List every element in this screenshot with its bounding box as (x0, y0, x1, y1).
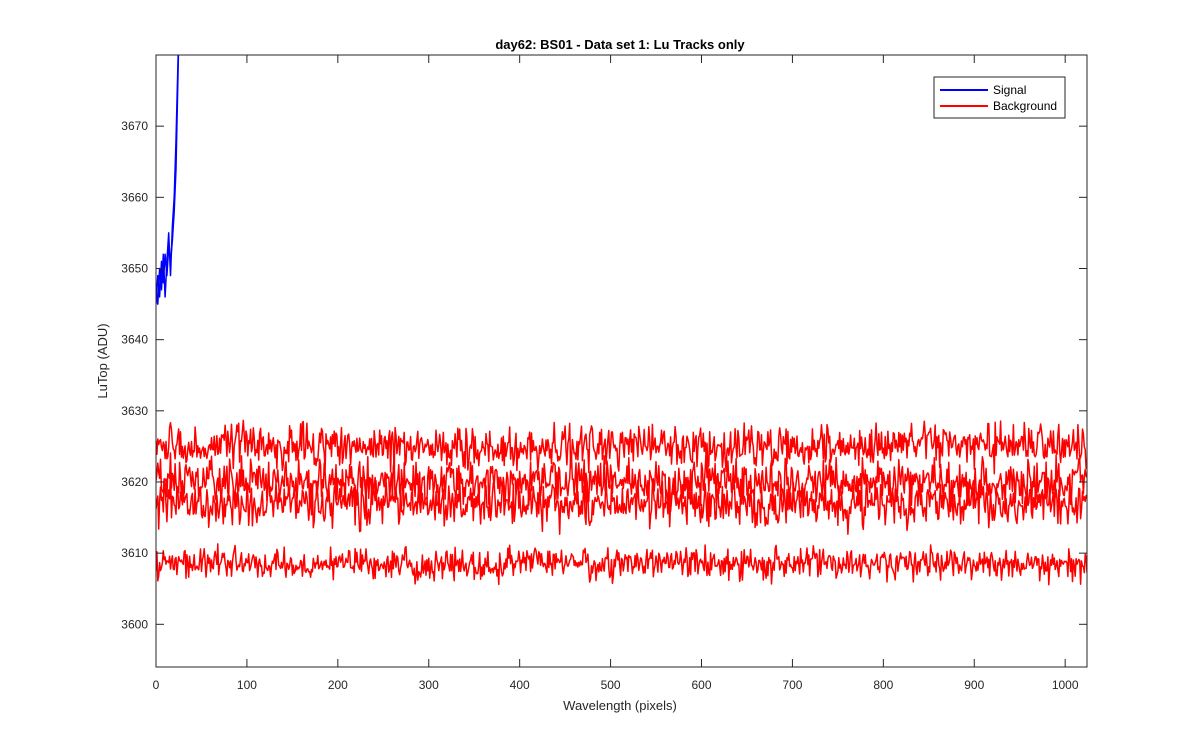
series-layer (156, 55, 1087, 586)
x-tick-label: 900 (964, 678, 984, 692)
y-tick-label: 3630 (121, 404, 148, 418)
y-tick-label: 3620 (121, 475, 148, 489)
y-tick-label: 3640 (121, 333, 148, 347)
y-axis-label: LuTop (ADU) (95, 323, 110, 398)
series-line-background-4 (156, 472, 1087, 535)
x-axis-label: Wavelength (pixels) (563, 698, 677, 713)
y-tick-label: 3660 (121, 190, 148, 204)
chart-title: day62: BS01 - Data set 1: Lu Tracks only (495, 37, 745, 52)
x-tick-label: 200 (328, 678, 348, 692)
y-tick-label: 3600 (121, 617, 148, 631)
legend-box (933, 76, 1066, 119)
x-tick-label: 300 (419, 678, 439, 692)
x-tick-label: 1000 (1052, 678, 1079, 692)
plot-area (156, 55, 1087, 667)
x-tick-label: 400 (510, 678, 530, 692)
series-line-signal-1 (156, 55, 179, 305)
x-tick-label: 800 (873, 678, 893, 692)
y-axis: 3600 3610 3620 3630 3640 3650 3660 3670 (121, 119, 1087, 631)
legend: Signal Background (933, 76, 1066, 119)
x-tick-label: 600 (691, 678, 711, 692)
x-tick-label: 500 (601, 678, 621, 692)
legend-label-signal: Signal (993, 83, 1026, 97)
legend-label-background: Background (993, 99, 1057, 113)
series-line-background-2 (156, 419, 1087, 475)
y-tick-label: 3610 (121, 546, 148, 560)
y-tick-label: 3650 (121, 261, 148, 275)
series-line-background-5 (156, 543, 1087, 586)
x-tick-label: 700 (782, 678, 802, 692)
plot-frame (155, 54, 1088, 668)
x-axis: 0 100 200 300 400 500 600 700 800 900 1000 (153, 55, 1079, 692)
x-tick-label: 100 (237, 678, 257, 692)
y-tick-label: 3670 (121, 119, 148, 133)
x-tick-label: 0 (153, 678, 160, 692)
